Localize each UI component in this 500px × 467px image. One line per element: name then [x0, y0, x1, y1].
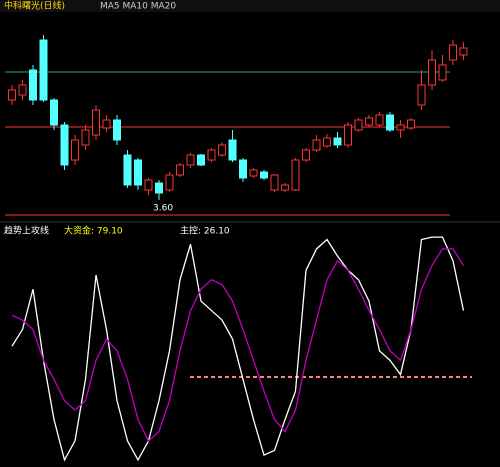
header-strip [0, 0, 500, 12]
candle-body [260, 171, 268, 179]
candle-body [144, 179, 153, 191]
candle-body [228, 139, 237, 161]
candle-body [428, 59, 436, 86]
chart-subtitle: MA5 MA10 MA20 [100, 2, 176, 12]
candle-body [386, 114, 394, 131]
candle-body [239, 159, 247, 179]
candle-body [291, 159, 300, 191]
candle-body [281, 184, 289, 191]
indicator-note: 主控: 26.10 [180, 225, 230, 237]
candle-body [186, 154, 195, 166]
candle-body [438, 64, 447, 81]
candle-body [396, 124, 405, 131]
candle-body [18, 84, 27, 96]
candle-body [207, 149, 216, 161]
candle-body [218, 144, 226, 156]
candle-body [81, 129, 90, 146]
indicator-subtitle: 大资金: 79.10 [64, 225, 123, 237]
candle-body [407, 119, 415, 129]
candle-body [354, 119, 363, 131]
low-label: 3.60 [153, 204, 173, 214]
candle-body [417, 84, 426, 106]
chart-title: 中科曙光(日线) [4, 0, 65, 12]
candle-body [197, 154, 205, 166]
indicator-line [11, 248, 465, 442]
candle-body [8, 89, 16, 101]
candle-body [113, 119, 121, 141]
candle-body [249, 169, 258, 177]
candle-body [155, 182, 163, 194]
candle-body [71, 139, 79, 161]
candle-body [102, 119, 111, 129]
candle-body [344, 124, 352, 146]
candle-body [176, 164, 184, 176]
candle-body [123, 154, 132, 186]
candle-body [312, 139, 321, 151]
candle-body [449, 44, 457, 61]
candle-body [270, 174, 279, 191]
candle-body [333, 137, 342, 146]
candle-body [365, 117, 373, 126]
candle-body [29, 69, 37, 101]
candle-body [134, 159, 142, 186]
indicator-line [11, 236, 465, 462]
candle-body [323, 137, 331, 147]
candle-body [39, 39, 48, 101]
candle-body [302, 149, 310, 161]
candle-body [165, 174, 174, 191]
candle-body [50, 99, 58, 126]
candle-body [459, 47, 468, 56]
indicator-title: 趋势上攻线 [4, 225, 49, 237]
candle-body [92, 109, 100, 136]
candle-body [60, 124, 69, 166]
candle-body [375, 114, 384, 126]
